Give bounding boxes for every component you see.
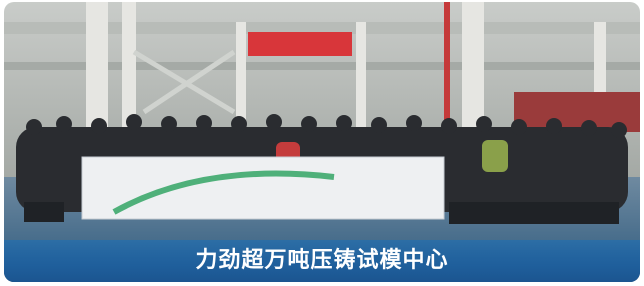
photo-card: 力劲超万吨压铸试模中心 (4, 2, 640, 282)
red-pole (444, 2, 450, 132)
shirts (482, 140, 508, 172)
banner (82, 157, 444, 219)
caption: 力劲超万吨压铸试模中心 (4, 240, 640, 282)
red-sign (248, 32, 352, 56)
